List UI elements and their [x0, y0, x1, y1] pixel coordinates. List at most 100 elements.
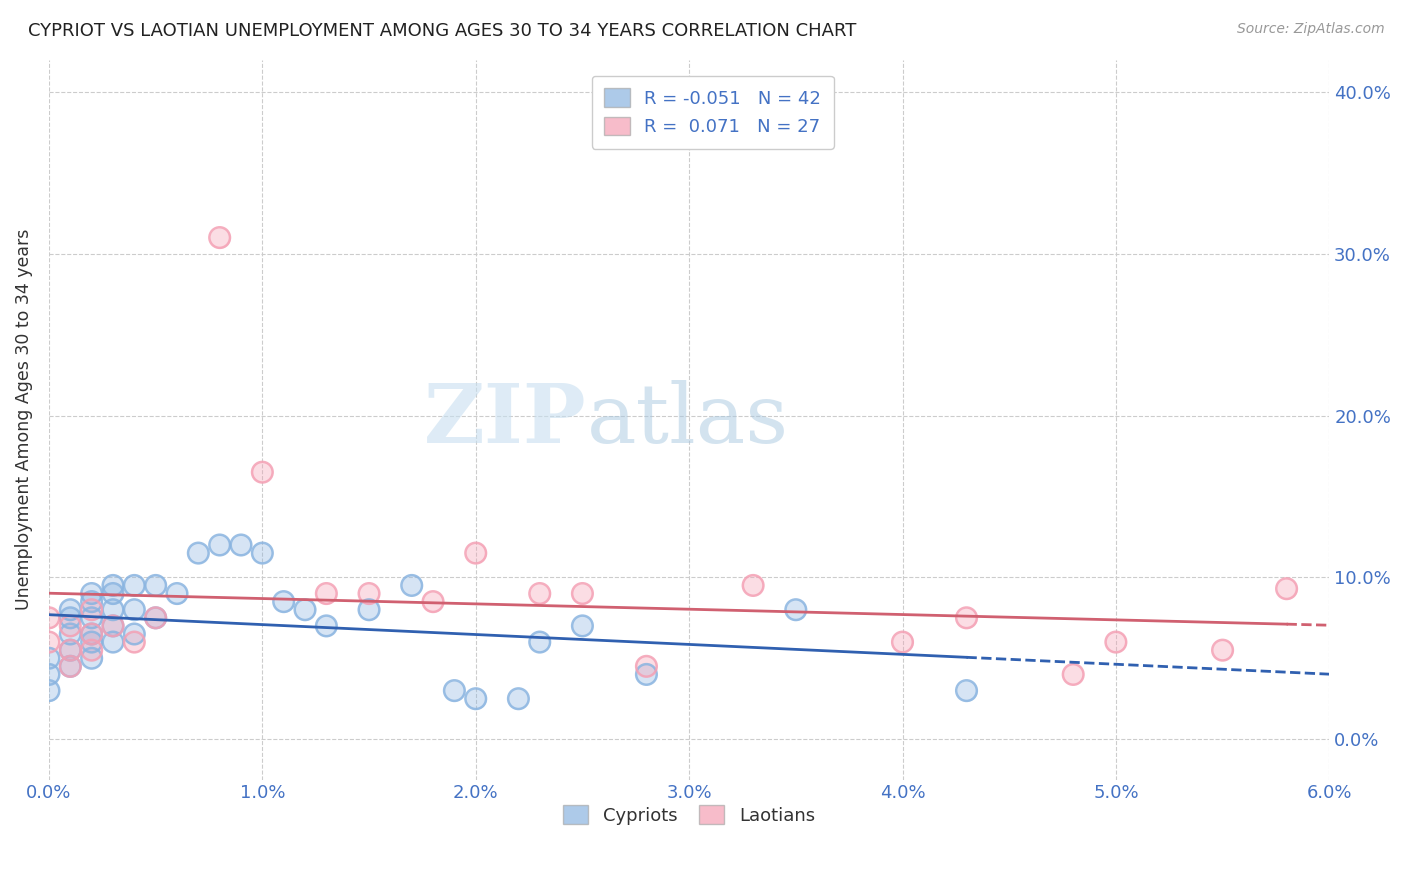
Point [80, 627, 103, 641]
Point [571, 586, 593, 600]
Point [101, 586, 124, 600]
Point [38, 667, 60, 681]
Point [59, 643, 82, 657]
Point [59, 659, 82, 673]
Point [145, 611, 167, 625]
Point [464, 691, 486, 706]
Point [80, 651, 103, 665]
Point [145, 611, 167, 625]
Point [101, 578, 124, 592]
Point [80, 594, 103, 608]
Point [38, 651, 60, 665]
Point [80, 635, 103, 649]
Point [742, 578, 765, 592]
Text: atlas: atlas [586, 380, 789, 459]
Point [80, 651, 103, 665]
Point [357, 586, 380, 600]
Legend: Cypriots, Laotians: Cypriots, Laotians [553, 795, 825, 836]
Point [315, 619, 337, 633]
Point [124, 603, 146, 617]
Point [357, 603, 380, 617]
Point [636, 659, 658, 673]
Point [80, 627, 103, 641]
Point [145, 578, 167, 592]
Point [59, 619, 82, 633]
Point [1062, 667, 1084, 681]
Point [80, 627, 103, 641]
Point [101, 603, 124, 617]
Point [315, 619, 337, 633]
Point [124, 635, 146, 649]
Point [273, 594, 295, 608]
Point [955, 611, 977, 625]
Point [208, 538, 231, 552]
Point [101, 619, 124, 633]
Point [529, 586, 551, 600]
Point [401, 578, 423, 592]
Point [166, 586, 188, 600]
Point [636, 667, 658, 681]
Point [38, 683, 60, 698]
Point [101, 619, 124, 633]
Point [59, 659, 82, 673]
Point [59, 611, 82, 625]
Point [571, 586, 593, 600]
Point [124, 627, 146, 641]
Point [636, 659, 658, 673]
Point [1105, 635, 1128, 649]
Point [891, 635, 914, 649]
Point [80, 603, 103, 617]
Text: ZIP: ZIP [425, 380, 586, 459]
Point [124, 603, 146, 617]
Point [891, 635, 914, 649]
Point [59, 627, 82, 641]
Point [443, 683, 465, 698]
Point [1105, 635, 1128, 649]
Point [124, 578, 146, 592]
Point [145, 578, 167, 592]
Point [80, 611, 103, 625]
Point [955, 611, 977, 625]
Point [571, 619, 593, 633]
Point [273, 594, 295, 608]
Point [124, 635, 146, 649]
Point [636, 667, 658, 681]
Point [229, 538, 252, 552]
Point [785, 603, 807, 617]
Point [187, 546, 209, 560]
Point [187, 546, 209, 560]
Point [529, 635, 551, 649]
Point [571, 619, 593, 633]
Point [80, 643, 103, 657]
Text: CYPRIOT VS LAOTIAN UNEMPLOYMENT AMONG AGES 30 TO 34 YEARS CORRELATION CHART: CYPRIOT VS LAOTIAN UNEMPLOYMENT AMONG AG… [28, 22, 856, 40]
Point [422, 594, 444, 608]
Point [166, 586, 188, 600]
Point [124, 627, 146, 641]
Point [38, 611, 60, 625]
Point [294, 603, 316, 617]
Point [80, 611, 103, 625]
Point [252, 465, 274, 479]
Y-axis label: Unemployment Among Ages 30 to 34 years: Unemployment Among Ages 30 to 34 years [15, 229, 32, 610]
Point [101, 586, 124, 600]
Point [59, 619, 82, 633]
Point [80, 643, 103, 657]
Point [357, 586, 380, 600]
Point [252, 546, 274, 560]
Point [38, 651, 60, 665]
Point [59, 643, 82, 657]
Point [208, 538, 231, 552]
Point [38, 667, 60, 681]
Point [38, 635, 60, 649]
Point [529, 635, 551, 649]
Point [443, 683, 465, 698]
Point [315, 586, 337, 600]
Point [955, 683, 977, 698]
Point [742, 578, 765, 592]
Point [101, 619, 124, 633]
Point [508, 691, 530, 706]
Point [38, 611, 60, 625]
Point [59, 627, 82, 641]
Point [208, 230, 231, 244]
Point [1062, 667, 1084, 681]
